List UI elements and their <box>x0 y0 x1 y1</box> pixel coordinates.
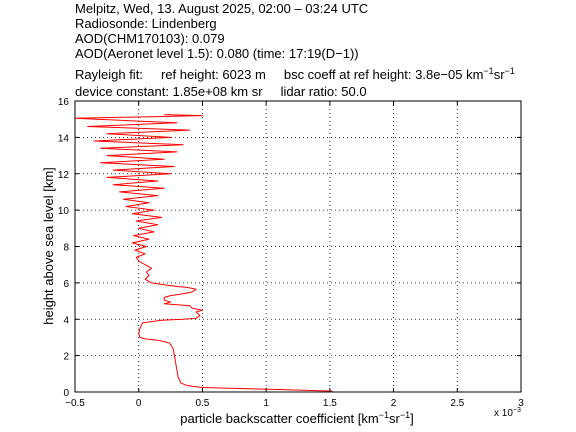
axis-ticks <box>74 100 522 393</box>
x-tick-label: 0.5 <box>195 398 209 409</box>
bsc-coeff-unit-sr: sr <box>493 67 505 82</box>
lidar-ratio-text: lidar ratio: 50.0 <box>280 84 367 99</box>
title-line-aod-aeronet: AOD(Aeronet level 1.5): 0.080 (time: 17:… <box>75 46 359 61</box>
x-tick-label: 1 <box>263 398 269 409</box>
backscatter-series-line <box>74 114 333 392</box>
title-line-aod-chm: AOD(CHM170103): 0.079 <box>75 31 225 46</box>
bsc-coeff-text: bsc coeff at ref height: 3.8e−05 km <box>283 67 484 82</box>
x-axis-label-close: ] <box>410 411 414 426</box>
x-tick-label: 1.5 <box>323 398 337 409</box>
y-tick-label: 0 <box>63 388 69 399</box>
x-tick-label: 2.5 <box>450 398 464 409</box>
y-tick-label: 12 <box>58 170 70 181</box>
x-multiplier: x 10−3 <box>494 407 521 419</box>
x-axis-label-text: particle backscatter coefficient [km <box>180 411 378 426</box>
y-tick-labels: 0 2 4 6 8 10 12 14 16 <box>58 97 70 399</box>
x-tick-label: 0 <box>136 398 142 409</box>
x-multiplier-exponent: −3 <box>513 407 521 414</box>
bsc-coeff-exp1: −1 <box>483 66 494 76</box>
y-axis-label: height above sea level [km] <box>41 167 56 325</box>
rayleigh-fit-label: Rayleigh fit: <box>75 67 143 82</box>
y-tick-label: 16 <box>58 97 70 108</box>
title-line-location-date: Melpitz, Wed, 13. August 2025, 02:00 – 0… <box>75 1 369 16</box>
x-multiplier-base: x 10 <box>494 408 513 419</box>
x-axis-label-exp1: −1 <box>379 410 389 420</box>
rayleigh-fit-line: Rayleigh fit: ref height: 6023 m bsc coe… <box>75 66 515 83</box>
x-axis-label-sr: sr <box>389 411 401 426</box>
device-constant-text: device constant: 1.85e+08 km sr <box>75 84 263 99</box>
x-axis-label-exp2: −1 <box>400 410 410 420</box>
profile-trace <box>74 114 333 392</box>
y-tick-label: 8 <box>63 243 69 254</box>
ref-height-text: ref height: 6023 m <box>160 67 266 82</box>
y-tick-label: 4 <box>63 315 69 326</box>
x-tick-label: 3 <box>518 398 524 409</box>
y-tick-label: 14 <box>58 133 70 144</box>
title-line-radiosonde: Radiosonde: Lindenberg <box>75 16 217 31</box>
y-tick-label: 10 <box>58 206 70 217</box>
y-tick-label: 6 <box>63 279 69 290</box>
x-axis-label: particle backscatter coefficient [km−1sr… <box>180 410 413 426</box>
y-tick-label: 2 <box>63 352 69 363</box>
grid-lines <box>75 101 521 392</box>
x-tick-label: −0.5 <box>65 398 85 409</box>
x-tick-labels: −0.5 0 0.5 1 1.5 2 2.5 3 <box>65 398 524 409</box>
x-tick-label: 2 <box>391 398 397 409</box>
device-line: device constant: 1.85e+08 km sr lidar ra… <box>75 84 367 99</box>
bsc-coeff-exp2: −1 <box>504 66 515 76</box>
axes-frame <box>74 100 522 393</box>
